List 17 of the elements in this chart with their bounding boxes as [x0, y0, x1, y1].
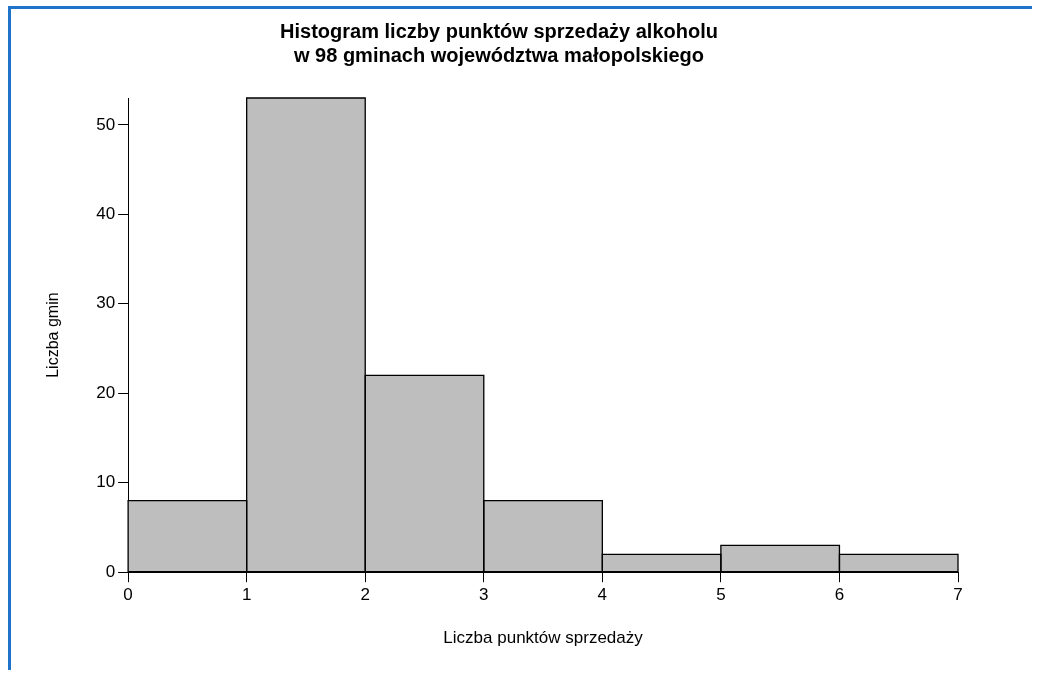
y-axis-title: Liczba gmin — [44, 292, 62, 378]
y-tick-label: 20 — [96, 382, 116, 402]
x-tick-label: 4 — [597, 585, 608, 605]
y-tick-label: 0 — [105, 561, 116, 581]
x-tick-label: 2 — [360, 585, 370, 605]
x-tick-label: 5 — [716, 585, 726, 605]
x-tick-label: 3 — [479, 585, 489, 605]
y-tick-label: 50 — [96, 114, 116, 134]
x-axis-title: Liczba punktów sprzedaży — [443, 628, 644, 648]
y-tick-label: 10 — [96, 472, 116, 492]
x-tick-label: 6 — [834, 585, 845, 605]
chart-title: Histogram liczby punktów sprzedaży alkoholu w 98 gminach województwa małopolskiego — [280, 19, 718, 66]
x-tick-label: 0 — [123, 585, 133, 605]
y-tick-label: 30 — [96, 293, 116, 313]
y-tick-label: 40 — [96, 204, 116, 223]
x-tick-label: 1 — [241, 585, 252, 605]
x-tick-label: 7 — [953, 585, 963, 605]
